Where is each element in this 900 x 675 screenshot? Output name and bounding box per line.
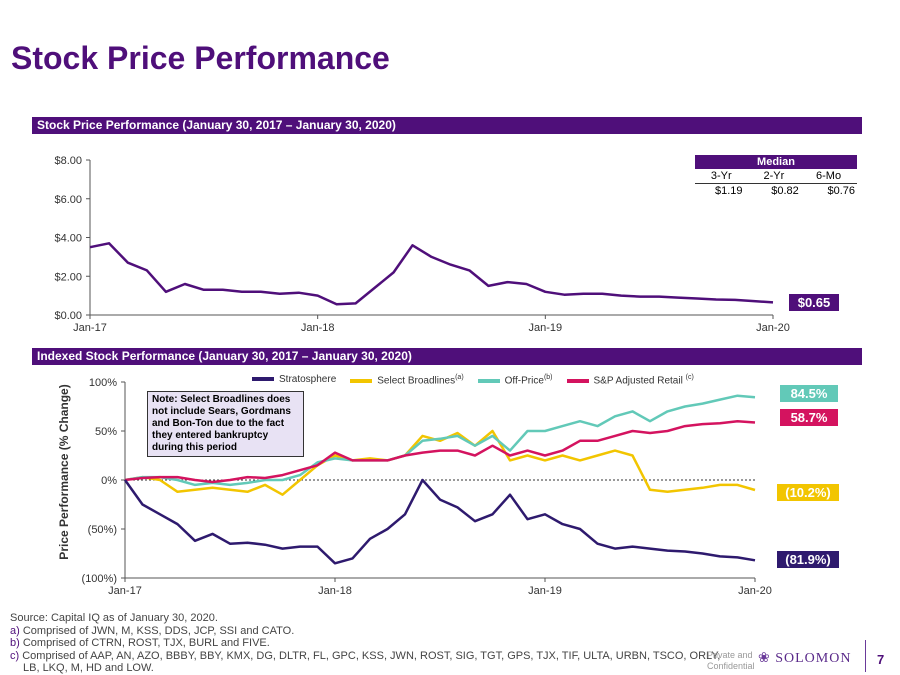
legend-label: Stratosphere bbox=[279, 374, 337, 385]
footnote-a: Comprised of JWN, M, KSS, DDS, JCP, SSI … bbox=[22, 624, 295, 637]
y-tick-label: (50%) bbox=[88, 524, 117, 536]
y-tick-label: $0.00 bbox=[54, 310, 82, 322]
median-value: $0.76 bbox=[827, 185, 855, 197]
legend: Stratosphere Select Broadlines(a) Off-Pr… bbox=[252, 374, 694, 386]
series-line-select-broadlines bbox=[124, 429, 756, 496]
y-tick-label: 0% bbox=[101, 475, 117, 487]
y-tick-label: 100% bbox=[89, 377, 117, 389]
legend-item: S&P Adjusted Retail (c) bbox=[566, 374, 694, 387]
y-axis-label: Price Performance (% Change) bbox=[57, 384, 71, 559]
series-line-off-price bbox=[124, 394, 756, 487]
end-label-sp: 58.7% bbox=[780, 409, 838, 426]
x-tick-label: Jan-18 bbox=[301, 322, 335, 334]
x-tick-label: Jan-20 bbox=[738, 585, 772, 597]
legend-item: Stratosphere bbox=[252, 374, 336, 386]
footnote-c: Comprised of AAP, AN, AZO, BBBY, BBY, KM… bbox=[22, 649, 721, 662]
footnote-b: Comprised of CTRN, ROST, TJX, BURL and F… bbox=[22, 637, 270, 649]
end-label-price: $0.65 bbox=[789, 294, 839, 311]
x-tick-label: Jan-18 bbox=[318, 585, 352, 597]
median-col: 2-Yr bbox=[763, 170, 785, 182]
footnote-c-cont: LB, LKQ, M, HD and LOW. bbox=[23, 662, 154, 674]
x-tick-label: Jan-17 bbox=[108, 585, 142, 597]
note-box: Note: Select Broadlines does not include… bbox=[147, 391, 304, 457]
end-label-stratosphere: (81.9%) bbox=[777, 551, 839, 568]
x-tick-label: Jan-17 bbox=[73, 322, 107, 334]
y-tick-label: $6.00 bbox=[54, 194, 82, 206]
divider bbox=[865, 640, 866, 672]
y-tick-label: $8.00 bbox=[54, 155, 82, 167]
median-col: 3-Yr bbox=[710, 170, 732, 182]
page-title: Stock Price Performance bbox=[11, 40, 390, 76]
median-col: 6-Mo bbox=[816, 170, 842, 182]
y-tick-label: $2.00 bbox=[54, 271, 82, 283]
section-header-stock-price: Stock Price Performance (January 30, 201… bbox=[32, 117, 862, 134]
legend-item: Select Broadlines(a) bbox=[350, 374, 464, 387]
series-line-s-p-adjusted-retail bbox=[124, 419, 756, 484]
legend-label: S&P Adjusted Retail bbox=[593, 375, 683, 387]
legend-item: Off-Price(b) bbox=[477, 374, 553, 387]
x-tick-label: Jan-19 bbox=[528, 585, 562, 597]
footnotes: Source: Capital IQ as of January 30, 202… bbox=[10, 612, 721, 674]
y-tick-label: (100%) bbox=[82, 573, 117, 585]
series-line-price bbox=[89, 242, 774, 306]
company-logo: ❀ SOLOMON bbox=[758, 651, 852, 666]
legend-label: Select Broadlines bbox=[377, 375, 456, 387]
median-header: Median bbox=[695, 155, 857, 169]
median-value: $0.82 bbox=[771, 185, 799, 197]
section-header-indexed: Indexed Stock Performance (January 30, 2… bbox=[32, 348, 862, 365]
x-tick-label: Jan-20 bbox=[756, 322, 790, 334]
end-label-off-price: 84.5% bbox=[780, 385, 838, 402]
median-table: Median 3-Yr 2-Yr 6-Mo $1.19 $0.82 $0.76 bbox=[695, 155, 857, 198]
source-note: Source: Capital IQ as of January 30, 202… bbox=[10, 612, 218, 624]
page-number: 7 bbox=[877, 652, 885, 667]
series-line-stratosphere bbox=[123, 478, 756, 565]
y-tick-label: $4.00 bbox=[54, 233, 82, 245]
legend-label: Off-Price bbox=[504, 375, 544, 387]
y-tick-label: 50% bbox=[95, 426, 117, 438]
confidential-label: Private and Confidential bbox=[707, 650, 755, 671]
x-tick-label: Jan-19 bbox=[529, 322, 563, 334]
end-label-broadlines: (10.2%) bbox=[777, 484, 839, 501]
median-value: $1.19 bbox=[715, 185, 743, 197]
